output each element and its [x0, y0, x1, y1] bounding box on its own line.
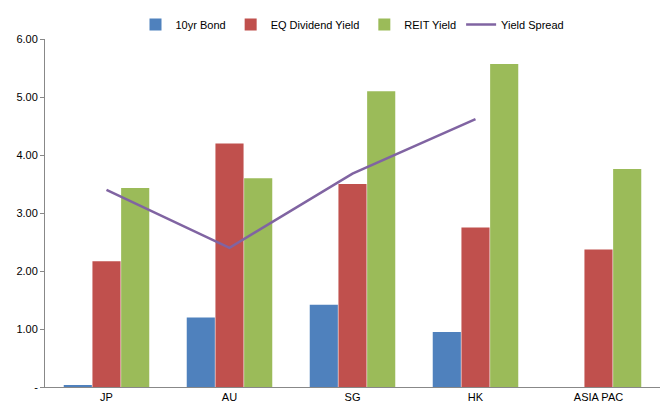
svg-text:REIT Yield: REIT Yield	[404, 19, 456, 31]
svg-text:4.00: 4.00	[16, 149, 37, 161]
svg-text:AU: AU	[222, 391, 237, 403]
svg-text:6.00: 6.00	[16, 33, 37, 45]
svg-text:3.00: 3.00	[16, 207, 37, 219]
svg-text:ASIA PAC: ASIA PAC	[574, 391, 623, 403]
svg-text:Yield Spread: Yield Spread	[501, 19, 564, 31]
svg-text:JP: JP	[100, 391, 113, 403]
svg-text:2.00: 2.00	[16, 265, 37, 277]
svg-text:10yr Bond: 10yr Bond	[176, 19, 226, 31]
svg-text:5.00: 5.00	[16, 91, 37, 103]
svg-text:-: -	[34, 381, 38, 393]
svg-text:SG: SG	[345, 391, 361, 403]
svg-text:HK: HK	[468, 391, 484, 403]
svg-text:1.00: 1.00	[16, 323, 37, 335]
svg-text:EQ Dividend Yield: EQ Dividend Yield	[271, 19, 360, 31]
